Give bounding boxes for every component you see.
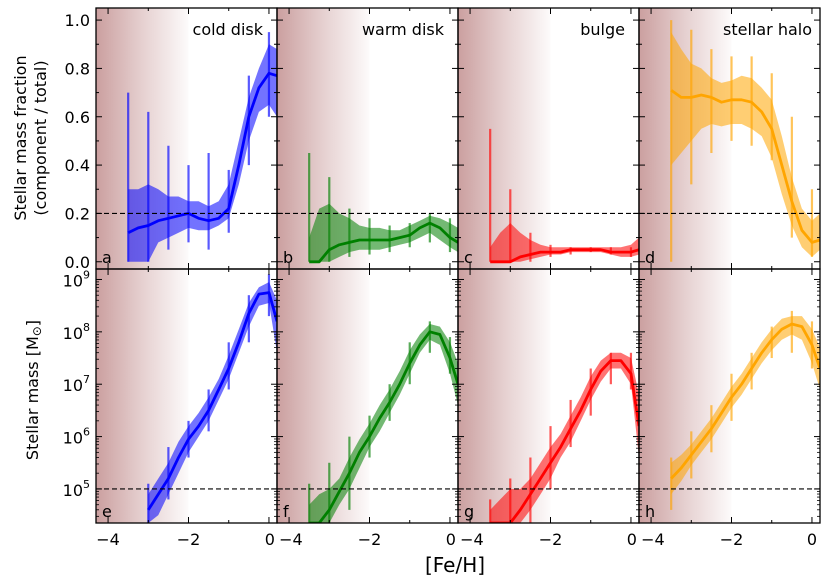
panel-b: warm disk b bbox=[276, 7, 459, 270]
panel-f-plot-area bbox=[277, 269, 458, 523]
median-line-warm-disk bbox=[309, 221, 458, 264]
panel-letter-b: b bbox=[283, 248, 293, 267]
x-tick-label: 0 bbox=[446, 530, 456, 549]
panel-letter-c: c bbox=[464, 248, 473, 267]
x-tick-label: 0 bbox=[807, 530, 817, 549]
panel-g: g −4 −2 0 bbox=[457, 268, 640, 549]
panel-a-plot-area bbox=[96, 8, 277, 269]
panel-h-plot-area bbox=[639, 269, 820, 523]
y-axis-label-mass-sun: ⊙ bbox=[30, 326, 44, 336]
panel-letter-g: g bbox=[464, 502, 474, 521]
x-tick-label: 0 bbox=[265, 530, 275, 549]
panel-title-cold-disk: cold disk bbox=[193, 20, 264, 39]
y-tick-label: 107 bbox=[63, 373, 90, 395]
median-line-warm-disk bbox=[309, 330, 458, 523]
scatter-band-warm-disk bbox=[309, 203, 458, 262]
shaded-region bbox=[96, 269, 189, 523]
x-tick-label: −4 bbox=[279, 530, 303, 549]
y-tick-label: 1.0 bbox=[65, 11, 90, 30]
y-tick-label: 105 bbox=[63, 478, 90, 500]
y-tick-label: 0.2 bbox=[65, 204, 90, 223]
panel-f: f −4 −2 0 bbox=[276, 268, 459, 549]
x-tick-label: −4 bbox=[641, 530, 665, 549]
median-line-cold-disk bbox=[127, 71, 277, 235]
shaded-region bbox=[458, 8, 551, 269]
y-tick-label: 108 bbox=[63, 321, 90, 343]
y-tick-label: 0.0 bbox=[65, 253, 90, 272]
y-axis-label-fraction-line2: (component / total) bbox=[31, 60, 50, 215]
panel-e-plot-area bbox=[96, 269, 277, 523]
median-line-cold-disk bbox=[147, 291, 277, 511]
panel-title-stellar-halo: stellar halo bbox=[723, 20, 812, 39]
y-tick-label: 106 bbox=[63, 426, 90, 448]
panel-d: stellar halo d bbox=[638, 7, 821, 270]
panel-b-plot-area bbox=[277, 8, 458, 269]
panel-g-plot-area bbox=[458, 269, 639, 523]
x-tick-label: −2 bbox=[539, 530, 563, 549]
panel-letter-e: e bbox=[102, 502, 112, 521]
x-tick-label: −4 bbox=[460, 530, 484, 549]
panel-grid: cold disk a 0.0 0.2 0.4 0.6 0.8 1.0 warm disk b bu… bbox=[63, 7, 821, 549]
panel-letter-f: f bbox=[283, 502, 289, 521]
panel-d-plot-area bbox=[639, 8, 820, 269]
scatter-band-cold-disk bbox=[128, 44, 277, 262]
y-axis-label-mass-main: Stellar mass [M bbox=[23, 336, 42, 460]
panel-c: bulge c bbox=[457, 7, 640, 270]
x-axis-label: [Fe/H] bbox=[425, 553, 485, 577]
x-tick-label: 0 bbox=[627, 530, 637, 549]
panel-c-plot-area bbox=[458, 8, 639, 269]
panel-a: cold disk a 0.0 0.2 0.4 0.6 0.8 1.0 bbox=[65, 7, 278, 272]
scatter-band-stellar-halo bbox=[671, 32, 820, 257]
median-line-bulge bbox=[490, 359, 639, 523]
x-tick-label: −2 bbox=[358, 530, 382, 549]
y-tick-label: 0.4 bbox=[65, 156, 90, 175]
shaded-region bbox=[639, 269, 732, 523]
y-axis-label-mass: Stellar mass [M⊙] bbox=[23, 320, 44, 460]
scatter-band-bulge bbox=[490, 223, 639, 262]
x-tick-label: −2 bbox=[177, 530, 201, 549]
panel-e: e 105 106 107 108 109 −4 −2 0 bbox=[63, 268, 278, 549]
y-axis-label-mass-end: ] bbox=[23, 320, 42, 326]
figure-labels: [Fe/H] Stellar mass fraction (component … bbox=[11, 55, 485, 577]
panel-letter-d: d bbox=[645, 248, 655, 267]
y-tick-label: 109 bbox=[63, 268, 90, 290]
scatter-band-warm-disk bbox=[309, 324, 458, 523]
y-tick-label: 0.6 bbox=[65, 108, 90, 127]
x-tick-label: −2 bbox=[720, 530, 744, 549]
median-line-bulge bbox=[490, 248, 639, 264]
y-tick-label: 0.8 bbox=[65, 59, 90, 78]
x-tick-label: −4 bbox=[96, 530, 120, 549]
median-line-stellar-halo bbox=[670, 322, 820, 480]
panel-h: h −4 −2 0 bbox=[638, 268, 821, 549]
median-line-stellar-halo bbox=[670, 89, 820, 244]
shaded-region bbox=[277, 269, 370, 523]
panel-letter-a: a bbox=[102, 248, 112, 267]
panel-letter-h: h bbox=[645, 502, 655, 521]
panel-title-bulge: bulge bbox=[580, 20, 625, 39]
y-axis-label-fraction-line1: Stellar mass fraction bbox=[11, 55, 30, 220]
panel-title-warm-disk: warm disk bbox=[362, 20, 445, 39]
